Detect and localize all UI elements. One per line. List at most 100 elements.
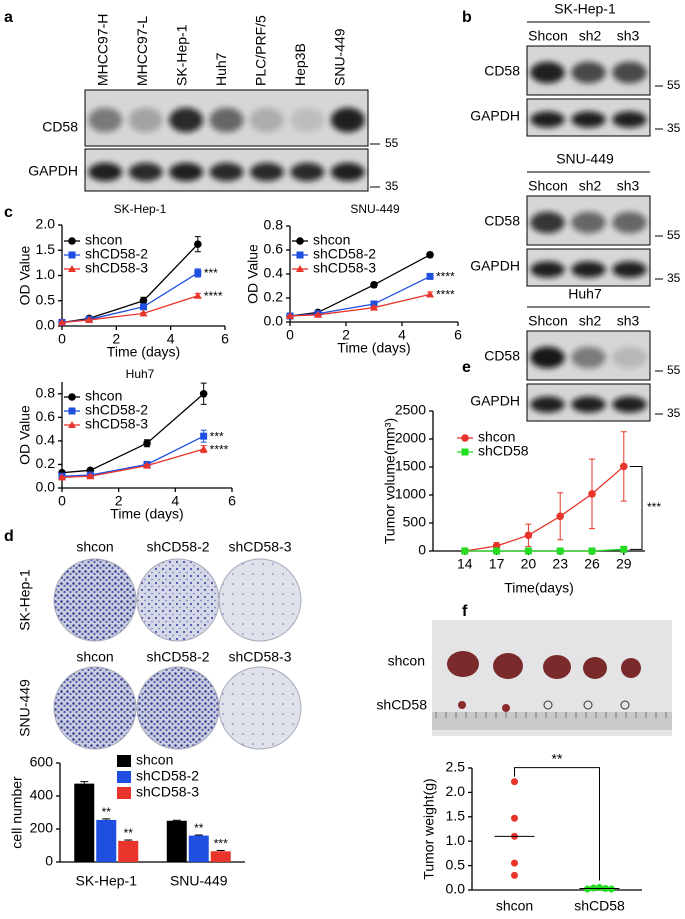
point — [426, 251, 434, 259]
point — [194, 240, 202, 248]
panel-letter: d — [4, 528, 14, 545]
row-label: SNU-449 — [17, 679, 33, 737]
colony-dish — [218, 666, 302, 750]
y-tick-label: 0.0 — [264, 313, 284, 329]
colony-dish — [136, 666, 220, 750]
x-tick-label: 6 — [221, 331, 229, 347]
lane-label: sh2 — [579, 178, 602, 194]
x-tick-label: 0 — [286, 327, 294, 343]
y-tick-label: 0.8 — [264, 217, 284, 233]
mw-marker: 35 — [667, 406, 681, 420]
line — [61, 448, 204, 479]
point — [511, 814, 518, 822]
colony-dish — [53, 558, 137, 642]
band — [530, 346, 565, 369]
line — [289, 293, 431, 317]
y-tick-label: 2.0 — [36, 216, 56, 232]
lane-label: MHCC97-L — [134, 16, 150, 86]
y-tick-label: 500 — [403, 514, 427, 530]
x-tick-label: shCD58 — [574, 898, 625, 914]
band — [249, 162, 284, 182]
y-tick-label: 1.5 — [36, 241, 56, 257]
x-axis-label: Time (days) — [337, 340, 410, 356]
y-tick-label: 0.2 — [264, 289, 284, 305]
band — [571, 61, 606, 84]
point — [620, 462, 628, 471]
band — [612, 261, 647, 278]
point — [370, 303, 378, 311]
lane-label: Huh7 — [213, 52, 229, 86]
point — [85, 315, 94, 323]
y-tick-label: 0.0 — [36, 479, 56, 495]
y-tick-label: 0.0 — [36, 317, 56, 333]
point — [588, 490, 596, 498]
legend-label: shcon — [313, 232, 350, 248]
band — [612, 346, 647, 369]
band — [128, 107, 163, 133]
band — [530, 261, 565, 278]
y-tick-label: 2000 — [395, 430, 426, 446]
legend-label: shcon — [85, 388, 122, 404]
x-tick-label: 23 — [552, 556, 568, 572]
legend-label: shCD58-2 — [85, 246, 148, 262]
panel-letter: b — [462, 9, 472, 26]
tumor — [583, 657, 607, 679]
line — [289, 275, 431, 317]
line — [464, 465, 625, 552]
y-axis-label: OD Value — [17, 245, 33, 305]
band — [169, 162, 204, 182]
point — [493, 547, 501, 555]
legend-label: shCD58-3 — [136, 784, 199, 800]
significance: ** — [552, 750, 563, 766]
legend-swatch — [117, 787, 131, 799]
y-tick-label: 200 — [30, 820, 54, 836]
significance: *** — [214, 837, 228, 851]
error-bar — [124, 839, 133, 841]
y-tick-label: 1000 — [395, 486, 426, 502]
row-label: CD58 — [42, 119, 78, 135]
point — [58, 473, 66, 481]
x-tick-label: 2 — [112, 331, 120, 347]
row-label: CD58 — [484, 213, 520, 229]
point — [199, 389, 208, 398]
legend-label: shcon — [478, 429, 515, 445]
x-tick-label: SNU-449 — [170, 873, 228, 889]
lane-label: sh3 — [617, 313, 640, 329]
y-tick-label: 600 — [30, 754, 54, 770]
tumor — [493, 653, 523, 679]
band — [128, 162, 163, 182]
legend-label: shCD58-3 — [313, 260, 376, 276]
lane-label: sh2 — [579, 28, 602, 44]
y-tick-label: 0.6 — [264, 241, 284, 257]
point — [556, 512, 564, 521]
band — [169, 107, 204, 133]
legend-label: shcon — [136, 752, 173, 768]
y-tick-label: 0.0 — [446, 881, 466, 897]
band — [612, 61, 647, 84]
point — [511, 871, 518, 879]
point — [143, 439, 151, 448]
lane-label: Shcon — [528, 313, 568, 329]
legend-swatch — [117, 755, 131, 767]
legend-label: shcon — [85, 232, 122, 248]
tumor — [621, 658, 641, 678]
band — [530, 396, 565, 413]
point — [286, 312, 294, 319]
legend-label: shCD58 — [478, 443, 529, 459]
point — [370, 281, 378, 289]
band — [571, 396, 606, 413]
band — [290, 107, 325, 133]
x-axis-label: Time (days) — [107, 344, 180, 360]
blot-title: SNU-449 — [556, 151, 614, 167]
lane-label: MHCC97-H — [95, 14, 111, 86]
significance: ** — [194, 821, 204, 835]
panel-letter: f — [462, 603, 468, 620]
point — [139, 309, 148, 317]
chart-title: SNU-449 — [350, 202, 400, 216]
x-tick-label: SK-Hep-1 — [76, 873, 138, 889]
point — [461, 547, 469, 555]
band — [612, 211, 647, 234]
legend-label: shCD58-3 — [85, 260, 148, 276]
bar — [210, 851, 231, 862]
lane-label: SNU-449 — [332, 28, 348, 86]
